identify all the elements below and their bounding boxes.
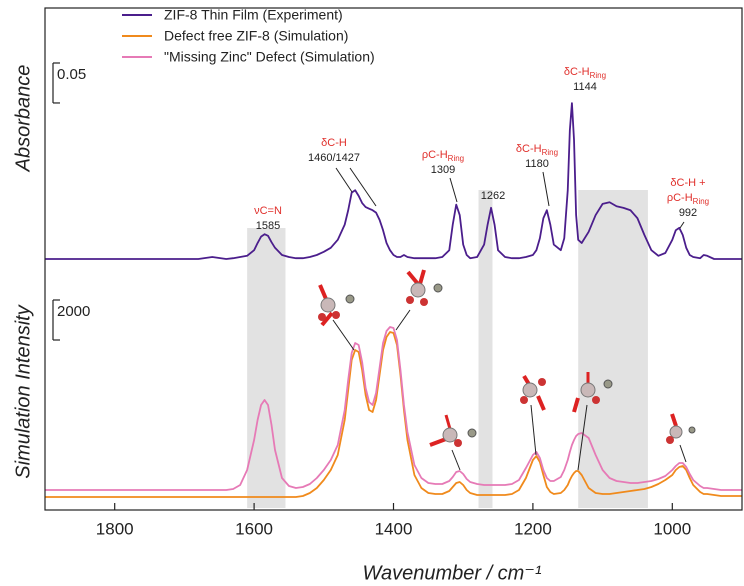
x-tick-label: 1200 <box>514 519 552 538</box>
annotation-number: 992 <box>679 207 697 219</box>
shaded-range <box>578 190 648 508</box>
molecule-icon <box>520 376 546 410</box>
annotation-label: δC-HRing <box>516 143 558 157</box>
x-tick-label: 1600 <box>235 519 273 538</box>
annotation-text: ρC-H <box>667 192 693 204</box>
annotation-text: δC-H <box>321 137 347 149</box>
annotation-text: ρC-H <box>422 149 448 161</box>
annotation-number: 1585 <box>256 220 280 232</box>
leader-line <box>531 405 536 455</box>
leader-line <box>333 320 354 350</box>
annotation-label: νC=N <box>254 205 282 217</box>
x-tick-label: 1000 <box>653 519 691 538</box>
leader-line <box>350 168 376 206</box>
annotation-label: δC-H <box>321 137 347 149</box>
x-tick-label: 1400 <box>375 519 413 538</box>
leader-line <box>450 178 457 202</box>
leader-line <box>680 222 684 228</box>
legend-label: "Missing Zinc" Defect (Simulation) <box>164 49 375 65</box>
scale-bar-label: 2000 <box>57 303 90 320</box>
x-axis-label: Wavenumber / cm⁻¹ <box>362 562 541 584</box>
leader-line <box>680 445 686 462</box>
annotation-number: 1309 <box>431 164 455 176</box>
y-axis-label: Absorbance <box>12 65 34 173</box>
annotation-text: δC-H + <box>670 177 705 189</box>
leader-line <box>452 450 460 470</box>
leader-line <box>543 172 549 206</box>
molecule-icon <box>318 285 354 325</box>
molecule-icon <box>430 415 476 447</box>
annotation-text: δC-H <box>516 143 542 155</box>
annotation-subscript: Ring <box>590 71 606 80</box>
shade-layer <box>247 190 648 508</box>
annotation-label: δC-HRing <box>564 66 606 80</box>
page: {"chart_data": { "type": "line", "xlabel… <box>0 0 744 586</box>
annotation-text: δC-H <box>564 66 590 78</box>
legend-label: Defect free ZIF-8 (Simulation) <box>164 28 348 44</box>
annotation-number: 1262 <box>481 190 505 202</box>
y2-axis-label: Simulation Intensity <box>12 304 34 478</box>
leader-line <box>336 168 352 192</box>
chart: Wavenumber / cm⁻¹ Absorbance Simulation … <box>0 0 744 586</box>
annotation-number: 1144 <box>573 81 597 93</box>
leader-line <box>396 310 410 330</box>
annotation-label: δC-H + <box>670 177 705 189</box>
annotation-subscript: Ring <box>542 148 558 157</box>
annotation-number: 1460/1427 <box>308 152 360 164</box>
legend-label: ZIF-8 Thin Film (Experiment) <box>164 7 343 23</box>
molecule-icon <box>666 414 695 444</box>
annotation-number: 1180 <box>525 158 549 170</box>
scale-bar-label: 0.05 <box>57 66 86 83</box>
annotation-text: νC=N <box>254 205 282 217</box>
annotation-subscript: Ring <box>693 197 709 206</box>
annotation-label: ρC-HRing <box>667 192 709 206</box>
annotation-label: ρC-HRing <box>422 149 464 163</box>
annotation-subscript: Ring <box>448 154 464 163</box>
molecule-icon <box>406 270 442 306</box>
x-tick-label: 1800 <box>96 519 134 538</box>
